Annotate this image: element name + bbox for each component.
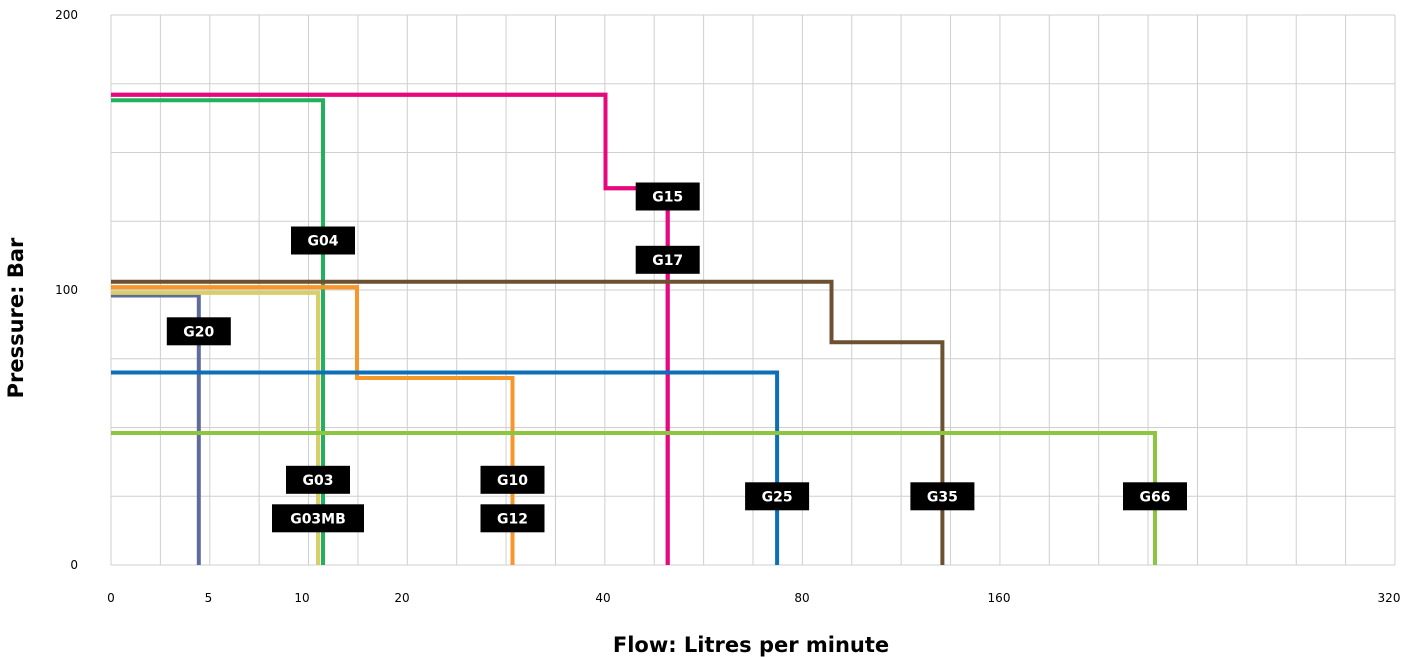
x-tick-label: 10 [294, 591, 309, 605]
label-g04: G04 [291, 226, 355, 255]
label-text: G15 [652, 190, 683, 206]
series-line-g20 [111, 293, 201, 565]
label-box [1123, 482, 1187, 511]
label-box [910, 482, 975, 511]
series-line-g04 [111, 98, 325, 565]
y-tick-label: 0 [70, 558, 78, 572]
series-labels: G04 G15 G17 G20 G03 G03MB G10 G12 G25 G35 G66 [166, 182, 1187, 533]
label-g66: G66 [1123, 482, 1187, 511]
label-box [272, 504, 364, 533]
x-tick-label: 160 [988, 591, 1011, 605]
label-text: G12 [497, 511, 528, 527]
label-box [745, 482, 810, 511]
label-g15: G15 [635, 182, 700, 211]
series-line-g25 [111, 370, 780, 565]
y-axis-title: Pressure: Bar [4, 237, 28, 398]
label-box [480, 465, 545, 494]
label-g12: G12 [480, 504, 545, 533]
label-g03mb: G03MB [272, 504, 364, 533]
y-tick-label: 100 [55, 283, 78, 297]
x-tick-label: 80 [794, 591, 809, 605]
x-axis-title: Flow: Litres per minute [613, 633, 889, 657]
x-tick-label: 20 [394, 591, 409, 605]
label-text: G20 [183, 324, 214, 340]
label-text: G10 [497, 473, 528, 489]
label-text: G03MB [290, 511, 346, 527]
x-axis-ticks: 0 5 10 20 40 80 160 320 [107, 591, 1400, 605]
label-g35: G35 [910, 482, 975, 511]
series-line-g35 [111, 279, 945, 565]
y-tick-label: 200 [55, 8, 78, 22]
x-tick-label: 40 [595, 591, 610, 605]
x-tick-label: 0 [107, 591, 115, 605]
x-tick-label: 320 [1378, 591, 1401, 605]
y-axis-ticks: 0 100 200 [55, 8, 78, 572]
label-g20: G20 [166, 317, 231, 346]
label-g10: G10 [480, 465, 545, 494]
label-text: G04 [308, 234, 339, 250]
series-line-g17 [111, 92, 670, 565]
label-text: G25 [762, 489, 793, 505]
label-box [166, 317, 231, 346]
label-box [635, 245, 700, 274]
label-box [286, 465, 350, 494]
series-lines [111, 92, 1157, 565]
series-line-g66 [111, 431, 1157, 565]
label-box [291, 226, 355, 255]
label-text: G66 [1140, 489, 1171, 505]
series-line-g12 [111, 285, 515, 565]
label-g17: G17 [635, 245, 700, 274]
label-box [635, 182, 700, 211]
label-text: G03 [303, 473, 334, 489]
x-tick-label: 5 [205, 591, 213, 605]
label-text: G17 [652, 253, 683, 269]
label-text: G35 [927, 489, 958, 505]
label-box [480, 504, 545, 533]
label-g03: G03 [286, 465, 350, 494]
label-g25: G25 [745, 482, 810, 511]
